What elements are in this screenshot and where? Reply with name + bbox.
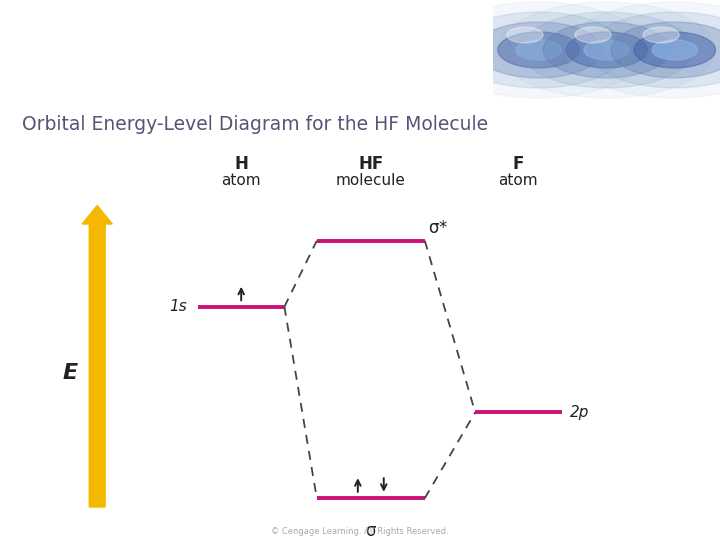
Circle shape	[634, 32, 716, 68]
FancyArrow shape	[82, 206, 112, 507]
Circle shape	[588, 12, 720, 88]
Circle shape	[475, 22, 602, 78]
Circle shape	[643, 27, 679, 43]
Circle shape	[566, 2, 720, 98]
Circle shape	[584, 40, 629, 60]
Circle shape	[521, 12, 693, 88]
Text: atom: atom	[221, 172, 261, 187]
Circle shape	[498, 2, 716, 98]
Circle shape	[452, 12, 625, 88]
Text: © Cengage Learning. All Rights Reserved.: © Cengage Learning. All Rights Reserved.	[271, 526, 449, 536]
Circle shape	[543, 22, 670, 78]
Text: molecule: molecule	[336, 172, 406, 187]
Text: 1s: 1s	[169, 299, 187, 314]
Circle shape	[507, 27, 543, 43]
Text: Bonding in Heteronuclear Diatomic Molecules: Bonding in Heteronuclear Diatomic Molecu…	[12, 62, 423, 80]
Text: atom: atom	[498, 172, 539, 187]
Text: 2p: 2p	[570, 405, 590, 420]
Text: E: E	[62, 363, 78, 383]
Text: HF: HF	[358, 155, 384, 173]
Circle shape	[611, 22, 720, 78]
Text: H: H	[234, 155, 248, 173]
Circle shape	[498, 32, 580, 68]
Text: Orbital Energy-Level Diagram for the HF Molecule: Orbital Energy-Level Diagram for the HF …	[22, 116, 487, 134]
Text: F: F	[513, 155, 524, 173]
Text: $\mathregular{\sigma}$: $\mathregular{\sigma}$	[365, 522, 377, 540]
Circle shape	[566, 32, 647, 68]
Circle shape	[430, 2, 647, 98]
Circle shape	[652, 40, 697, 60]
Text: Section 9.4: Section 9.4	[12, 28, 135, 47]
Circle shape	[516, 40, 562, 60]
Text: $\mathregular{\sigma}$*: $\mathregular{\sigma}$*	[428, 219, 449, 237]
Circle shape	[575, 27, 611, 43]
